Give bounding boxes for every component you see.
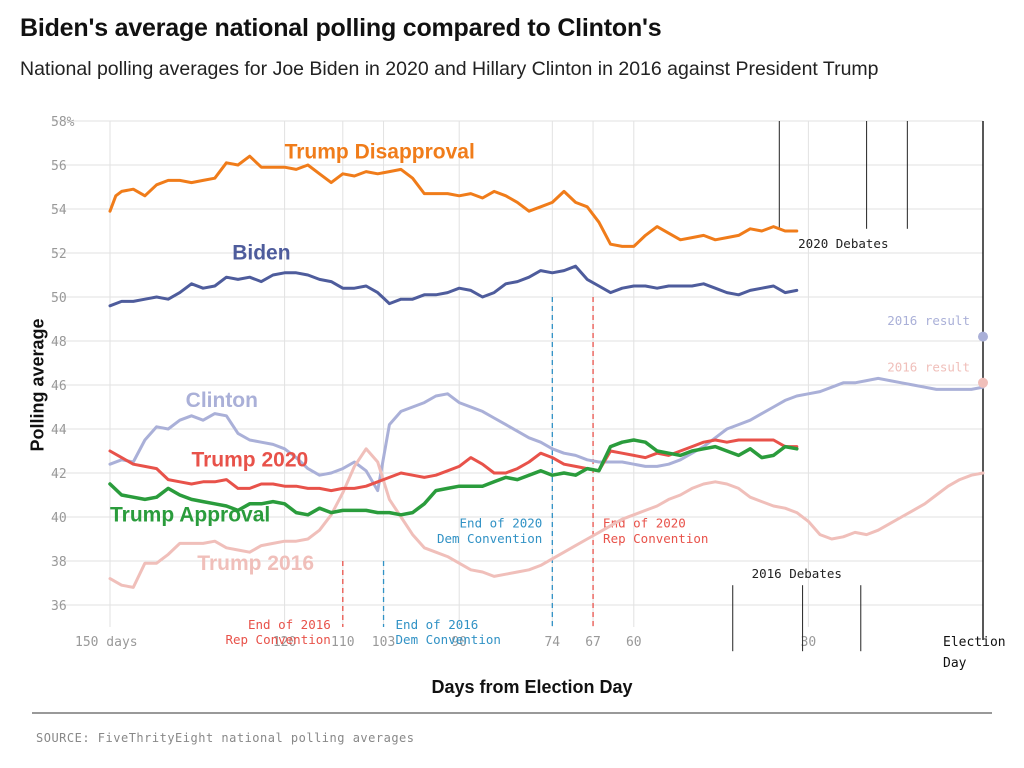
y-tick-label: 42	[51, 467, 67, 482]
convention-label: End of 2016	[396, 617, 479, 632]
series-line-trump-2020	[108, 438, 799, 493]
x-axis-label: Days from Election Day	[431, 677, 633, 697]
convention-label: Dem Convention	[437, 531, 542, 546]
series-label: Trump Approval	[110, 503, 270, 526]
convention-label: Dem Convention	[396, 632, 501, 647]
election-day-label: Election	[943, 635, 1006, 650]
y-tick-label: 58%	[51, 115, 75, 130]
x-tick-label: 67	[585, 635, 601, 650]
x-tick-label: 74	[544, 635, 560, 650]
convention-label: Rep Convention	[603, 531, 708, 546]
y-tick-label: 44	[51, 423, 67, 438]
y-tick-label: 46	[51, 379, 67, 394]
series-line-clinton	[108, 376, 985, 493]
series-label: Trump Disapproval	[285, 140, 475, 163]
y-tick-label: 50	[51, 291, 67, 306]
y-axis-label: Polling average	[27, 318, 48, 452]
series-line-trump-disapproval	[108, 154, 799, 248]
x-tick-label: 90	[451, 635, 467, 650]
series-line-trump-2016	[108, 447, 985, 589]
x-tick-label: 60	[626, 635, 642, 650]
result-2016-label: 2016 result	[887, 313, 970, 328]
source-divider	[32, 712, 992, 714]
convention-label: End of 2020	[460, 516, 543, 531]
y-tick-label: 36	[51, 599, 67, 614]
convention-label: End of 2016	[248, 617, 331, 632]
x-tick-label: 30	[801, 635, 817, 650]
debates-2016-label: 2016 Debates	[752, 566, 842, 581]
y-tick-label: 56	[51, 159, 67, 174]
x-tick-label: 120	[273, 635, 296, 650]
series-line-trump-approval	[108, 438, 799, 517]
x-tick-label: 110	[331, 635, 354, 650]
y-tick-label: 38	[51, 555, 67, 570]
series-label: Trump 2020	[191, 448, 308, 471]
result-2016-dot	[978, 377, 988, 388]
convention-label: Rep Convention	[225, 632, 330, 647]
series-label: Clinton	[186, 389, 258, 412]
series-label: Biden	[232, 242, 290, 265]
result-2016-dot	[978, 331, 988, 342]
chart-title: Biden's average national polling compare…	[20, 14, 662, 42]
election-day-label: Day	[943, 656, 967, 671]
result-2016-label: 2016 result	[887, 359, 970, 374]
series-line-biden	[108, 264, 799, 308]
x-tick-label: 150 days	[75, 635, 138, 650]
chart-subtitle: National polling averages for Joe Biden …	[20, 58, 879, 80]
y-tick-label: 48	[51, 335, 67, 350]
x-tick-label: 103	[372, 635, 395, 650]
series-label: Trump 2016	[197, 552, 314, 575]
y-tick-label: 52	[51, 247, 67, 262]
y-tick-label: 54	[51, 203, 67, 218]
y-tick-label: 40	[51, 511, 67, 526]
source-note: SOURCE: FiveThrityEight national polling…	[36, 731, 415, 745]
debates-2020-label: 2020 Debates	[798, 236, 888, 251]
